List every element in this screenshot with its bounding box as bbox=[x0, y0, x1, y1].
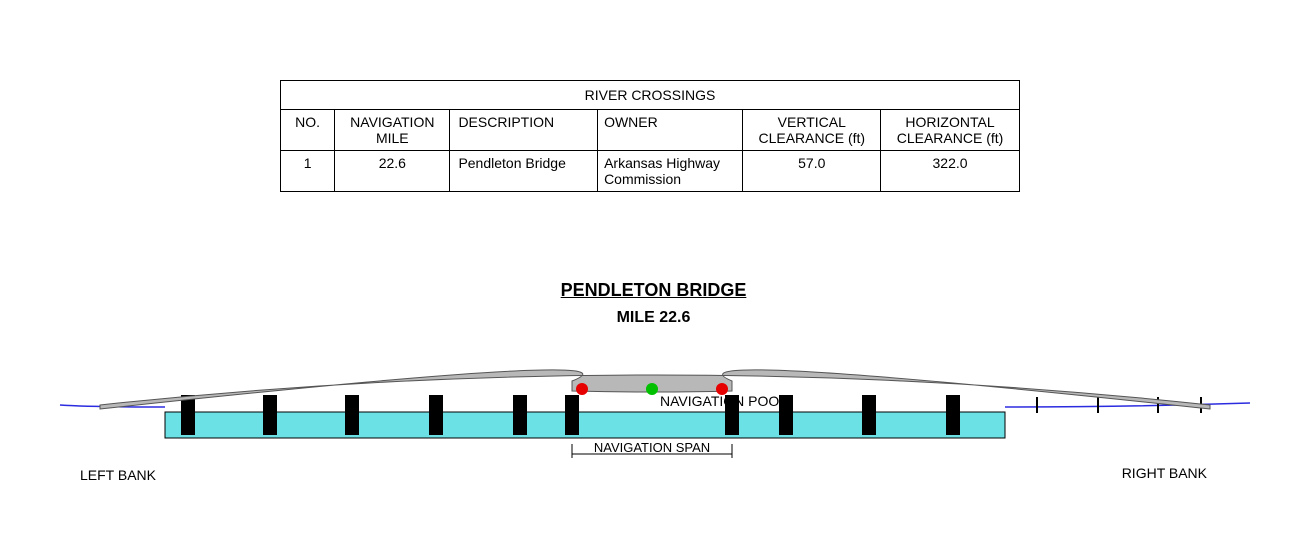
col-nav-l2: MILE bbox=[376, 130, 409, 146]
col-nav-l1: NAVIGATION bbox=[350, 114, 434, 130]
col-desc: DESCRIPTION bbox=[450, 110, 598, 151]
crossings-table: RIVER CROSSINGS NO. NAVIGATION MILE DESC… bbox=[280, 80, 1020, 192]
cell-desc: Pendleton Bridge bbox=[450, 151, 598, 192]
col-desc-label: DESCRIPTION bbox=[458, 114, 554, 130]
col-vert-l2: CLEARANCE (ft) bbox=[758, 130, 865, 146]
nav-pool-water bbox=[165, 412, 1005, 438]
nav-pool-label: NAVIGATION POOL bbox=[660, 393, 787, 409]
table-title: RIVER CROSSINGS bbox=[281, 81, 1020, 110]
table-row: 1 22.6 Pendleton Bridge Arkansas Highway… bbox=[281, 151, 1020, 192]
col-no-label: NO. bbox=[295, 114, 320, 130]
col-owner-label: OWNER bbox=[604, 114, 658, 130]
col-vert: VERTICAL CLEARANCE (ft) bbox=[743, 110, 881, 151]
cell-no: 1 bbox=[281, 151, 335, 192]
bridge-diagram: PENDLETON BRIDGE MILE 22.6 NAVIGATION PO… bbox=[0, 280, 1307, 527]
bridge-pier bbox=[181, 395, 195, 435]
col-nav-mile: NAVIGATION MILE bbox=[335, 110, 450, 151]
bridge-pier bbox=[862, 395, 876, 435]
col-horiz: HORIZONTAL CLEARANCE (ft) bbox=[881, 110, 1020, 151]
col-horiz-l2: CLEARANCE (ft) bbox=[897, 130, 1004, 146]
right-bank-label: RIGHT BANK bbox=[1122, 465, 1207, 481]
bridge-pier bbox=[1097, 397, 1099, 413]
nav-light-green bbox=[646, 383, 658, 395]
cell-owner: Arkansas Highway Commission bbox=[598, 151, 743, 192]
bridge-svg: NAVIGATION POOL NAVIGATION SPAN bbox=[0, 357, 1307, 527]
bridge-elevation: NAVIGATION POOL NAVIGATION SPAN LEFT BANK… bbox=[0, 357, 1307, 527]
bridge-title: PENDLETON BRIDGE bbox=[0, 280, 1307, 301]
bridge-pier bbox=[345, 395, 359, 435]
col-horiz-l1: HORIZONTAL bbox=[905, 114, 994, 130]
cell-vert: 57.0 bbox=[743, 151, 881, 192]
river-crossings-table: RIVER CROSSINGS NO. NAVIGATION MILE DESC… bbox=[280, 80, 1020, 192]
bridge-subtitle: MILE 22.6 bbox=[0, 309, 1307, 327]
bridge-pier bbox=[946, 395, 960, 435]
cell-nav-mile: 22.6 bbox=[335, 151, 450, 192]
cell-owner-l2: Commission bbox=[604, 171, 681, 187]
bridge-pier bbox=[565, 395, 579, 435]
left-bank-label: LEFT BANK bbox=[80, 467, 156, 483]
col-vert-l1: VERTICAL bbox=[778, 114, 846, 130]
nav-light-red-left bbox=[576, 383, 588, 395]
right-bank-line bbox=[1005, 403, 1250, 407]
col-no: NO. bbox=[281, 110, 335, 151]
bridge-pier bbox=[513, 395, 527, 435]
bridge-pier bbox=[429, 395, 443, 435]
table-title-row: RIVER CROSSINGS bbox=[281, 81, 1020, 110]
table-header-row: NO. NAVIGATION MILE DESCRIPTION OWNER VE… bbox=[281, 110, 1020, 151]
col-owner: OWNER bbox=[598, 110, 743, 151]
bridge-pier bbox=[1036, 397, 1038, 413]
cell-owner-l1: Arkansas Highway bbox=[604, 155, 720, 171]
bridge-pier bbox=[263, 395, 277, 435]
nav-span-label: NAVIGATION SPAN bbox=[594, 440, 710, 455]
cell-horiz: 322.0 bbox=[881, 151, 1020, 192]
